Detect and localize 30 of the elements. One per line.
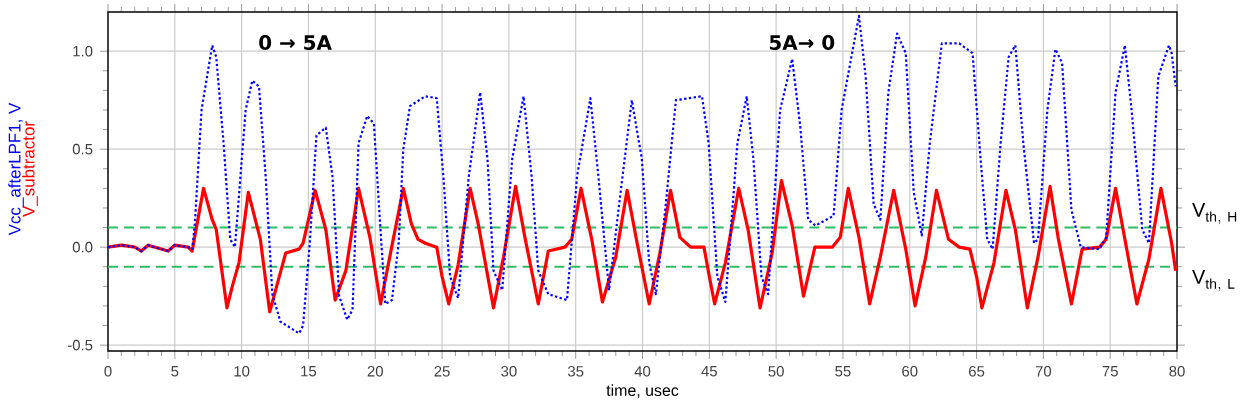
line-series	[106, 14, 1177, 335]
x-tick-label: 0	[104, 366, 112, 377]
x-tick-label: 50	[768, 366, 784, 377]
annotation: 0 → 5A	[259, 34, 332, 51]
x-tick-label: 60	[902, 366, 918, 377]
x-tick-label: 40	[634, 366, 651, 377]
ref-line-label: $\mathrm{V}_{\mathrm{th,\ L}}$	[1192, 270, 1235, 292]
x-tick-label: 15	[301, 366, 317, 377]
x-tick-label: 10	[234, 366, 250, 377]
x-tick-label: 70	[1035, 366, 1052, 377]
y-tick-label: 1.0	[73, 45, 93, 57]
x-tick-label: 25	[434, 366, 450, 377]
x-tick-label: 30	[501, 366, 517, 377]
line-series	[106, 178, 1178, 314]
x-tick-label: 65	[969, 366, 985, 377]
x-tick-label: 55	[835, 366, 851, 377]
x-tick-label: 5	[171, 366, 179, 377]
x-axis-title: time, usec	[606, 384, 679, 398]
y-tick-label: 0.0	[72, 241, 93, 253]
x-tick-label: 20	[367, 366, 383, 377]
annotation: 5A→ 0	[769, 34, 835, 51]
y-tick-label: 0.5	[72, 143, 93, 155]
x-tick-label: 45	[701, 366, 717, 377]
x-tick-label: 35	[567, 366, 584, 377]
text: V_subtractor	[22, 121, 38, 217]
text: Vcc_afterLPF1, V	[8, 102, 24, 236]
y-tick-label: -0.5	[67, 339, 93, 351]
x-tick-label: 75	[1102, 366, 1118, 377]
x-tick-label: 80	[1169, 366, 1185, 377]
ref-line-label: $\mathrm{V}_{\mathrm{th,\ H}}$	[1192, 202, 1237, 225]
